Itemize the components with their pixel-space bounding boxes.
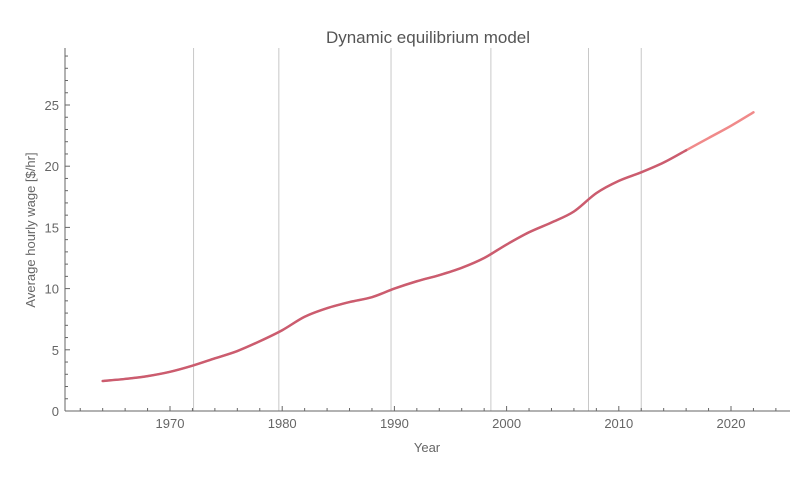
y-tick-label: 10 — [45, 282, 59, 297]
x-tick-label: 2000 — [492, 416, 521, 431]
chart-title: Dynamic equilibrium model — [326, 28, 530, 47]
y-tick-label: 20 — [45, 159, 59, 174]
x-axis-ticks: 1970 1980 1990 2000 2010 2020 — [79, 406, 777, 431]
model-series-line — [101, 111, 755, 383]
vertical-event-lines — [193, 48, 642, 411]
y-tick-label: 5 — [52, 343, 59, 358]
x-tick-label: 2020 — [717, 416, 746, 431]
x-tick-label: 1970 — [156, 416, 185, 431]
x-tick-label: 1980 — [268, 416, 297, 431]
x-tick-label: 2010 — [604, 416, 633, 431]
y-tick-label: 0 — [52, 404, 59, 419]
y-axis: 0 5 10 15 20 25 — [45, 48, 70, 419]
data-line — [102, 149, 687, 383]
model-forecast-line — [684, 111, 755, 152]
x-axis-label: Year — [414, 440, 441, 455]
y-axis-label: Average hourly wage [$/hr] — [23, 152, 38, 307]
y-tick-label: 25 — [45, 98, 59, 113]
y-axis-ticks: 0 5 10 15 20 25 — [45, 55, 70, 419]
x-tick-label: 1990 — [380, 416, 409, 431]
y-tick-label: 15 — [45, 220, 59, 235]
model-fit-line — [101, 149, 688, 383]
data-series-line — [102, 149, 687, 383]
x-axis: 1970 1980 1990 2000 2010 2020 — [65, 406, 790, 431]
